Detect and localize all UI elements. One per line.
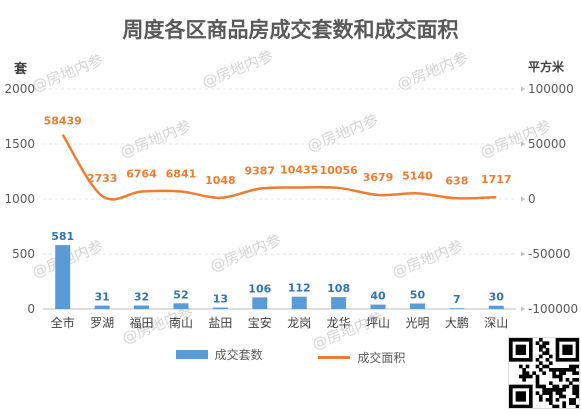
line-value-label: 58439 [44, 115, 82, 128]
y-axis-right-label: 平方米 [528, 60, 565, 74]
bar [409, 303, 425, 309]
bar-value-label: 7 [453, 293, 461, 306]
y-axis-left-label: 套 [14, 62, 28, 77]
bar-value-label: 106 [248, 282, 271, 295]
line-value-label: 3679 [363, 171, 394, 184]
y-left-tick-label: 0 [27, 302, 35, 316]
bar [252, 297, 268, 309]
bar [173, 303, 189, 309]
chart-legend: 成交套数 成交面积 [0, 346, 581, 366]
bar-value-label: 581 [51, 230, 74, 243]
y-right-tick-marker [521, 306, 525, 312]
bar-value-label: 108 [327, 282, 350, 295]
x-tick-label: 盐田 [208, 316, 232, 330]
legend-item-line: 成交面积 [318, 349, 405, 366]
y-right-tick-marker [521, 86, 525, 92]
chart-title: 周度各区商品房成交套数和成交面积 [122, 18, 459, 42]
bar [291, 296, 307, 309]
line-value-label: 2733 [87, 172, 118, 185]
qr-code [508, 337, 580, 409]
line-value-label: 1717 [481, 173, 512, 186]
bar-value-label: 52 [173, 288, 188, 301]
y-left-tick-label: 1000 [4, 192, 35, 206]
x-tick-label: 福田 [130, 315, 154, 330]
bar-value-label: 112 [288, 282, 311, 295]
line-value-label: 6764 [126, 168, 157, 181]
bar [134, 305, 150, 309]
legend-label-bars: 成交套数 [214, 348, 263, 362]
bar-value-label: 30 [489, 291, 505, 304]
legend-item-bars: 成交套数 [175, 346, 263, 363]
line-value-label: 1048 [205, 174, 236, 187]
bar-value-label: 50 [410, 289, 426, 302]
y-right-tick-label: 50000 [528, 137, 566, 151]
legend-swatch-line [318, 356, 351, 359]
y-right-tick-label: 0 [528, 192, 536, 206]
bar [370, 304, 386, 309]
bar [55, 245, 71, 309]
line-value-label: 9387 [244, 165, 275, 178]
legend-swatch-bars [175, 350, 208, 359]
x-tick-label: 南山 [169, 315, 193, 330]
y-right-tick-marker [521, 141, 525, 147]
line-value-label: 638 [445, 174, 468, 187]
bar-value-label: 31 [94, 291, 109, 304]
y-right-tick-label: -100000 [528, 302, 578, 316]
bar-value-label: 32 [134, 290, 149, 303]
bar-value-label: 40 [370, 290, 386, 303]
bar [94, 305, 110, 309]
x-tick-label: 光明 [405, 316, 429, 330]
line-value-label: 6841 [166, 167, 197, 180]
bar-value-label: 13 [213, 293, 228, 306]
y-left-tick-label: 2000 [4, 82, 35, 96]
y-right-tick-marker [521, 251, 525, 257]
y-right-tick-label: -50000 [528, 247, 571, 261]
y-left-tick-label: 500 [12, 247, 35, 261]
bar [488, 305, 504, 309]
x-tick-label: 龙华 [327, 316, 351, 330]
line-value-label: 10435 [280, 164, 318, 177]
line-value-label: 10056 [319, 164, 358, 177]
x-tick-label: 坪山 [366, 316, 390, 330]
x-tick-label: 龙岗 [287, 316, 311, 330]
line-value-label: 5140 [402, 169, 433, 182]
x-tick-label: 全市 [51, 315, 75, 330]
area-series-line [61, 134, 497, 201]
bar [212, 307, 228, 309]
y-left-tick-label: 1500 [4, 137, 35, 151]
x-tick-label: 大鹏 [445, 316, 469, 330]
y-right-tick-label: 100000 [528, 82, 574, 96]
bar [449, 308, 465, 309]
x-tick-label: 深山 [484, 316, 508, 330]
legend-label-line: 成交面积 [357, 351, 406, 365]
y-right-tick-marker [521, 196, 525, 202]
x-tick-label: 宝安 [248, 315, 272, 330]
x-tick-label: 罗湖 [90, 315, 114, 330]
bar [331, 297, 347, 309]
